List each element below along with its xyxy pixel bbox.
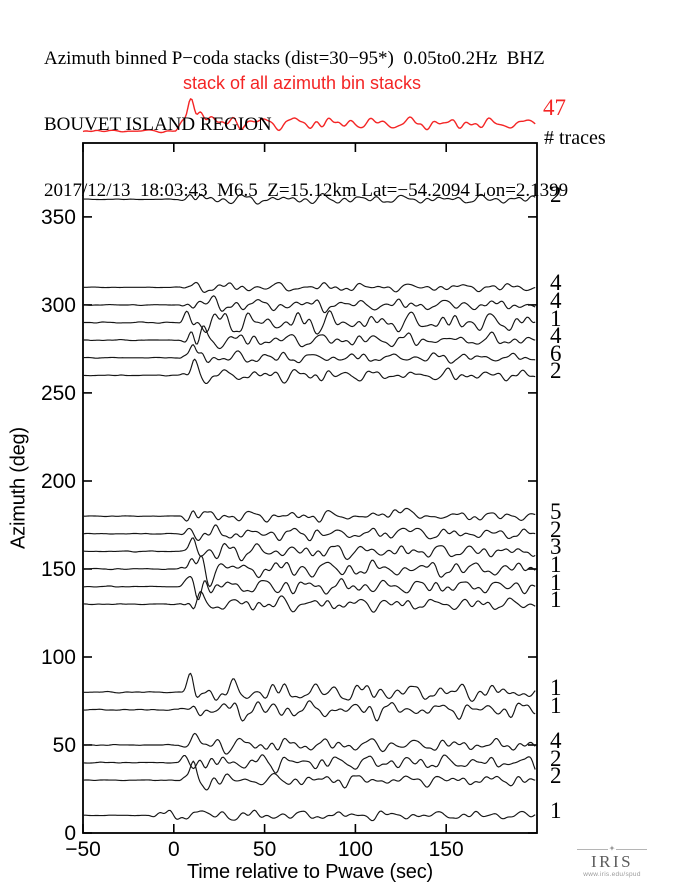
seismic-trace-az-160	[83, 537, 536, 562]
x-tick-label: 0	[167, 838, 180, 861]
trace-count-label: 1	[550, 798, 562, 824]
trace-count-label: 1	[550, 675, 562, 701]
trace-count-label: 3	[550, 534, 562, 560]
traces-column-header: # traces	[544, 127, 606, 149]
seismic-trace-az-30	[82, 760, 536, 791]
seismic-trace-az-50	[82, 732, 536, 755]
figure-event-info: 2017/12/13 18:03:43 M6.5 Z=15.12km Lat=−…	[44, 180, 569, 201]
y-tick-label: 200	[40, 469, 76, 493]
iris-logo-ornament: ✦	[577, 844, 648, 853]
trace-count-label: 1	[550, 305, 562, 331]
seismic-trace-az-180	[83, 507, 536, 523]
figure-region: BOUVET ISLAND REGION	[44, 114, 272, 135]
trace-count-label: 2	[550, 763, 562, 789]
trace-count-label: 1	[550, 551, 562, 577]
trace-count-label: 2	[550, 182, 562, 208]
x-tick-label: 100	[337, 838, 373, 861]
seismic-trace-az-310	[83, 281, 536, 293]
seismic-trace-az-150	[82, 555, 536, 588]
seismic-trace-az-130	[82, 591, 536, 613]
iris-logo: ✦ IRIS www.iris.edu/spud	[577, 844, 648, 879]
x-tick-label: −50	[65, 838, 101, 861]
overview-stack-label: stack of all azimuth bin stacks	[182, 73, 422, 93]
seismic-trace-az-80	[82, 672, 536, 702]
star-icon: ✦	[608, 844, 616, 853]
y-tick-label: 50	[52, 733, 76, 757]
seismic-trace-az-40	[82, 754, 536, 774]
figure-header: Azimuth binned P−coda stacks (dist=30−95…	[44, 4, 568, 246]
seismic-trace-az-270	[82, 344, 536, 364]
trace-count-label: 6	[550, 340, 562, 366]
seismic-trace-az-170	[82, 524, 536, 542]
ornament-line-left	[577, 848, 608, 850]
trace-count-label: 2	[550, 516, 562, 542]
x-tick-label: 50	[252, 838, 277, 861]
y-tick-label: 100	[40, 645, 76, 669]
trace-count-label: 2	[550, 745, 562, 771]
y-tick-label: 250	[40, 381, 76, 405]
trace-count-label: 1	[550, 692, 562, 718]
iris-logo-url: www.iris.edu/spud	[583, 871, 641, 878]
trace-count-label: 4	[550, 323, 562, 349]
y-tick-label: 300	[40, 293, 76, 317]
seismic-trace-az-300	[83, 295, 536, 314]
y-tick-label: 0	[64, 822, 76, 845]
seismic-trace-az-70	[83, 700, 536, 722]
seismic-trace-az-280	[83, 325, 536, 350]
trace-count-label: 1	[550, 569, 562, 595]
seismic-trace-az-260	[82, 358, 536, 384]
trace-count-label: 1	[550, 587, 562, 613]
iris-logo-text: IRIS	[590, 852, 634, 871]
seismic-trace-az-290	[83, 310, 536, 335]
overview-stack-trace	[82, 98, 536, 134]
trace-count-label: 4	[550, 270, 562, 296]
trace-count-label: 4	[550, 727, 562, 753]
y-tick-label: 150	[40, 557, 76, 581]
seismic-trace-az-10	[83, 809, 536, 822]
ornament-line-right	[616, 848, 648, 850]
trace-count-label: 5	[550, 499, 562, 525]
trace-count-label: 2	[550, 358, 562, 384]
seismic-trace-az-140	[83, 576, 536, 601]
x-tick-label: 150	[428, 838, 464, 861]
plot-box	[82, 142, 538, 834]
seismic-trace-az-360	[82, 193, 536, 205]
figure-title: Azimuth binned P−coda stacks (dist=30−95…	[44, 48, 545, 69]
trace-count-label: 4	[550, 287, 562, 313]
x-axis-title: Time relative to Pwave (sec)	[187, 861, 433, 883]
overview-stack-count: 47	[543, 95, 566, 120]
y-tick-label: 350	[40, 205, 76, 229]
